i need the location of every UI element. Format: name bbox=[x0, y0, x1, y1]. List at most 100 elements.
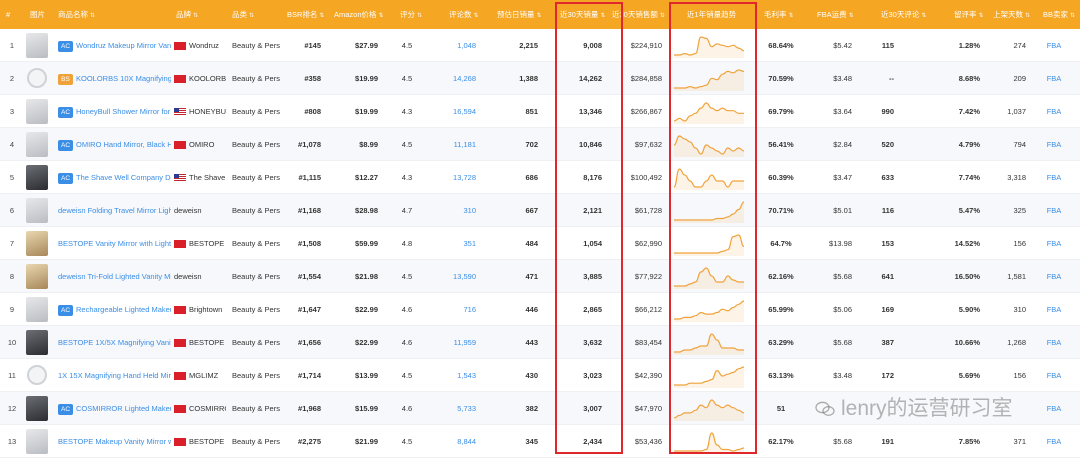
product-name-link[interactable]: deweisn Folding Travel Mirror Lighte bbox=[58, 206, 171, 215]
sort-icon[interactable]: ⇅ bbox=[600, 13, 606, 19]
mirror-thumbnail-icon[interactable] bbox=[26, 264, 48, 289]
buybox-seller-link[interactable]: FBA bbox=[1046, 404, 1062, 413]
reviews-link[interactable]: 13,590 bbox=[453, 272, 476, 281]
table-row[interactable]: 4 AC OMIRO Hand Mirror, Black Ha OMIRO Be… bbox=[0, 128, 1080, 161]
sort-icon[interactable]: ⇅ bbox=[193, 13, 199, 19]
buybox-seller-link[interactable]: FBA bbox=[1046, 305, 1062, 314]
header-days[interactable]: 上架天数 ⇅ bbox=[993, 0, 1030, 29]
sort-icon[interactable]: ⇅ bbox=[1025, 13, 1031, 19]
product-name-link[interactable]: AC Rechargeable Lighted Makeup bbox=[58, 293, 171, 326]
buybox-seller-link[interactable]: FBA bbox=[1046, 41, 1062, 50]
sort-icon[interactable]: ⇅ bbox=[1070, 13, 1076, 19]
product-image[interactable] bbox=[24, 260, 52, 293]
table-row[interactable]: 5 AC The Shave Well Company De The Shave … bbox=[0, 161, 1080, 194]
product-name-link[interactable]: AC COSMIRROR Lighted Makeup bbox=[58, 392, 171, 425]
product-image[interactable] bbox=[24, 293, 52, 326]
header-brand[interactable]: 品牌 ⇅ bbox=[176, 0, 198, 29]
header-category[interactable]: 品类 ⇅ bbox=[232, 0, 254, 29]
reviews-link[interactable]: 13,728 bbox=[453, 173, 476, 182]
product-image[interactable] bbox=[24, 326, 52, 359]
buybox-seller-link[interactable]: FBA bbox=[1046, 239, 1062, 248]
reviews-link[interactable]: 351 bbox=[463, 239, 476, 248]
buybox-seller-link[interactable]: FBA bbox=[1046, 371, 1062, 380]
product-image[interactable] bbox=[24, 161, 52, 194]
product-name-link[interactable]: 1X 15X Magnifying Hand Held Mirro bbox=[58, 371, 171, 380]
buybox-seller-link[interactable]: FBA bbox=[1046, 206, 1062, 215]
product-image[interactable] bbox=[24, 29, 52, 62]
product-image[interactable] bbox=[24, 392, 52, 425]
sort-icon[interactable]: ⇅ bbox=[921, 13, 927, 19]
header-sales30[interactable]: 近30天销量 ⇅ bbox=[560, 0, 605, 29]
table-row[interactable]: 9 AC Rechargeable Lighted Makeup Brightow… bbox=[0, 293, 1080, 326]
mirror-thumbnail-icon[interactable] bbox=[26, 33, 48, 58]
table-row[interactable]: 11 1X 15X Magnifying Hand Held Mirro MGL… bbox=[0, 359, 1080, 392]
reviews-link[interactable]: 716 bbox=[463, 305, 476, 314]
mirror-thumbnail-icon[interactable] bbox=[26, 297, 48, 322]
mirror-thumbnail-icon[interactable] bbox=[27, 68, 47, 88]
header-returnrate[interactable]: 留评率 ⇅ bbox=[954, 0, 984, 29]
product-image[interactable] bbox=[24, 95, 52, 128]
sort-icon[interactable]: ⇅ bbox=[788, 13, 794, 19]
header-rev30[interactable]: 近30天销售额 ⇅ bbox=[612, 0, 665, 29]
table-row[interactable]: 3 AC HoneyBull Shower Mirror for S HONEYB… bbox=[0, 95, 1080, 128]
table-row[interactable]: 13 BESTOPE Makeup Vanity Mirror wi BESTO… bbox=[0, 425, 1080, 458]
sort-icon[interactable]: ⇅ bbox=[378, 13, 384, 19]
sort-icon[interactable]: ⇅ bbox=[978, 13, 984, 19]
mirror-thumbnail-icon[interactable] bbox=[26, 165, 48, 190]
product-name-link[interactable]: BESTOPE Vanity Mirror with Lights bbox=[58, 239, 171, 248]
header-fba[interactable]: FBA运费 ⇅ bbox=[817, 0, 854, 29]
buybox-seller-link[interactable]: FBA bbox=[1046, 272, 1062, 281]
mirror-thumbnail-icon[interactable] bbox=[26, 396, 48, 421]
header-margin[interactable]: 毛利率 ⇅ bbox=[764, 0, 794, 29]
table-row[interactable]: 10 BESTOPE 1X/5X Magnifying Vanity Mirro… bbox=[0, 326, 1080, 359]
mirror-thumbnail-icon[interactable] bbox=[26, 198, 48, 223]
sort-icon[interactable]: ⇅ bbox=[90, 13, 96, 19]
header-name[interactable]: 商品名称 ⇅ bbox=[58, 0, 95, 29]
sort-icon[interactable]: ⇅ bbox=[848, 13, 854, 19]
buybox-seller-link[interactable]: FBA bbox=[1046, 437, 1062, 446]
header-seller[interactable]: BB卖家 ⇅ bbox=[1043, 0, 1075, 29]
buybox-seller-link[interactable]: FBA bbox=[1046, 338, 1062, 347]
sort-icon[interactable]: ⇅ bbox=[473, 13, 479, 19]
header-reviews[interactable]: 评论数 ⇅ bbox=[449, 0, 479, 29]
header-rating[interactable]: 评分 ⇅ bbox=[400, 0, 422, 29]
product-name-link[interactable]: deweisn Tri-Fold Lighted Vanity Mirr bbox=[58, 272, 171, 281]
sort-icon[interactable]: ⇅ bbox=[536, 13, 542, 19]
reviews-link[interactable]: 16,594 bbox=[453, 107, 476, 116]
product-image[interactable] bbox=[24, 227, 52, 260]
reviews-link[interactable]: 1,543 bbox=[457, 371, 476, 380]
product-image[interactable] bbox=[24, 425, 52, 458]
sort-icon[interactable]: ⇅ bbox=[319, 13, 325, 19]
product-name-link[interactable]: AC OMIRO Hand Mirror, Black Ha bbox=[58, 128, 171, 161]
product-name-link[interactable]: BESTOPE 1X/5X Magnifying Vanity Mirror w… bbox=[58, 338, 171, 347]
buybox-seller-link[interactable]: FBA bbox=[1046, 140, 1062, 149]
sort-icon[interactable]: ⇅ bbox=[249, 13, 255, 19]
buybox-seller-link[interactable]: FBA bbox=[1046, 173, 1062, 182]
reviews-link[interactable]: 5,733 bbox=[457, 404, 476, 413]
product-image[interactable] bbox=[24, 194, 52, 227]
product-name-link[interactable]: AC HoneyBull Shower Mirror for S bbox=[58, 95, 171, 128]
mirror-thumbnail-icon[interactable] bbox=[26, 231, 48, 256]
sort-icon[interactable]: ⇅ bbox=[659, 13, 665, 19]
mirror-thumbnail-icon[interactable] bbox=[26, 99, 48, 124]
mirror-thumbnail-icon[interactable] bbox=[27, 365, 47, 385]
header-daily[interactable]: 预估日销量 ⇅ bbox=[497, 0, 542, 29]
reviews-link[interactable]: 11,181 bbox=[453, 140, 476, 149]
sort-icon[interactable]: ⇅ bbox=[417, 13, 423, 19]
table-row[interactable]: 8 deweisn Tri-Fold Lighted Vanity Mirr d… bbox=[0, 260, 1080, 293]
header-rev30c[interactable]: 近30天评论 ⇅ bbox=[881, 0, 926, 29]
reviews-link[interactable]: 1,048 bbox=[457, 41, 476, 50]
buybox-seller-link[interactable]: FBA bbox=[1046, 107, 1062, 116]
reviews-link[interactable]: 8,844 bbox=[457, 437, 476, 446]
mirror-thumbnail-icon[interactable] bbox=[26, 429, 48, 454]
product-name-link[interactable]: BS KOOLORBS 10X Magnifying I bbox=[58, 62, 171, 95]
header-price[interactable]: Amazon价格 ⇅ bbox=[334, 0, 384, 29]
reviews-link[interactable]: 310 bbox=[463, 206, 476, 215]
mirror-thumbnail-icon[interactable] bbox=[26, 330, 48, 355]
reviews-link[interactable]: 11,959 bbox=[453, 338, 476, 347]
reviews-link[interactable]: 14,268 bbox=[453, 74, 476, 83]
product-image[interactable] bbox=[24, 128, 52, 161]
table-row[interactable]: 1 AC Wondruz Makeup Mirror Vanit Wondruz … bbox=[0, 29, 1080, 62]
